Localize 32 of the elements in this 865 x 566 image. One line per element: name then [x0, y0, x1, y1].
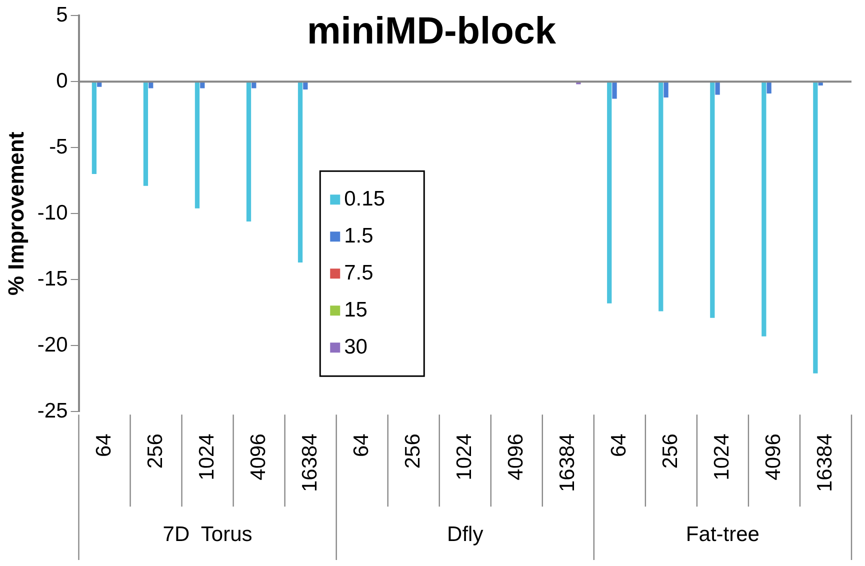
text: 7D Torus [162, 523, 252, 546]
text: Dfly [447, 523, 484, 546]
y-tick-label: -25 [37, 399, 68, 422]
x-tick-label: 16384 [556, 433, 579, 492]
x-tick-label: 4096 [504, 434, 528, 480]
y-tick-label: 5 [56, 3, 68, 26]
legend-label: 30 [344, 335, 368, 358]
x-tick-label: 256 [658, 434, 682, 469]
x-tick-label: 4096 [246, 434, 270, 480]
x-tick-label: 1024 [710, 433, 734, 480]
x-tick-label: 64 [92, 433, 116, 457]
x-tick-label: 64 [607, 433, 630, 457]
x-tick-label: 1024 [452, 433, 476, 480]
x-tick-label: 256 [401, 434, 424, 469]
x-tick-label: 64 [350, 433, 373, 457]
y-tick-label: -15 [37, 267, 68, 290]
x-tick-label: 16384 [814, 433, 837, 492]
y-tick-label: -5 [49, 135, 68, 158]
y-tick-label: 0 [56, 69, 68, 92]
legend-label: 0.15 [344, 187, 385, 210]
legend-label: 7.5 [344, 261, 374, 284]
x-tick-label: 256 [144, 434, 167, 469]
legend-label: 1.5 [344, 224, 374, 248]
x-tick-label: 16384 [298, 433, 322, 492]
y-tick-label: -20 [37, 333, 68, 356]
chart-title: miniMD-block [306, 10, 557, 52]
x-tick-label: 1024 [195, 433, 218, 480]
y-axis-title: % Improvement [3, 131, 28, 296]
y-tick-label: -10 [37, 201, 68, 224]
legend-label: 15 [344, 298, 368, 322]
text: Fat-tree [686, 523, 760, 546]
x-tick-label: 4096 [762, 434, 786, 480]
